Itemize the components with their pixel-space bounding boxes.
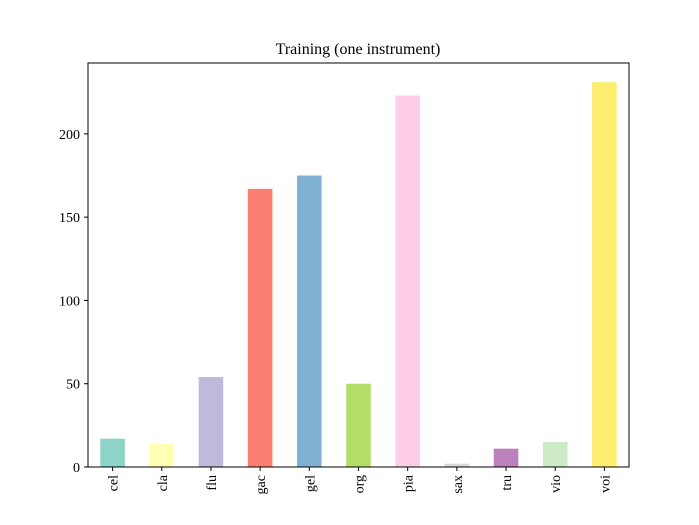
x-tick-label: cel	[107, 475, 122, 491]
x-tick-label: sax	[451, 475, 466, 494]
x-tick-label: pia	[402, 474, 417, 492]
x-tick-label: org	[353, 475, 368, 493]
y-tick-label: 0	[73, 461, 80, 476]
x-tick-label: flu	[205, 475, 220, 491]
y-tick-label: 200	[59, 128, 80, 143]
x-tick-label: tru	[500, 475, 515, 491]
chart-title: Training (one instrument)	[276, 41, 441, 58]
bar	[247, 188, 273, 467]
y-tick-label: 50	[66, 378, 80, 393]
y-tick-label: 150	[59, 211, 80, 226]
bar	[198, 377, 224, 467]
x-tick-label: cla	[156, 474, 171, 491]
bar	[493, 448, 519, 467]
bar	[592, 82, 617, 467]
plot-frame	[87, 62, 630, 468]
bar	[346, 383, 371, 467]
bar	[444, 463, 470, 467]
bar	[297, 175, 322, 467]
x-tick-label: vio	[549, 475, 564, 493]
x-tick-label: voi	[598, 475, 613, 493]
y-tick-label: 100	[59, 294, 80, 309]
bar	[395, 95, 420, 468]
bar	[149, 443, 175, 467]
bar	[542, 442, 568, 467]
bar	[100, 438, 125, 467]
x-tick-label: gel	[303, 475, 318, 492]
x-tick-label: gac	[254, 475, 269, 494]
